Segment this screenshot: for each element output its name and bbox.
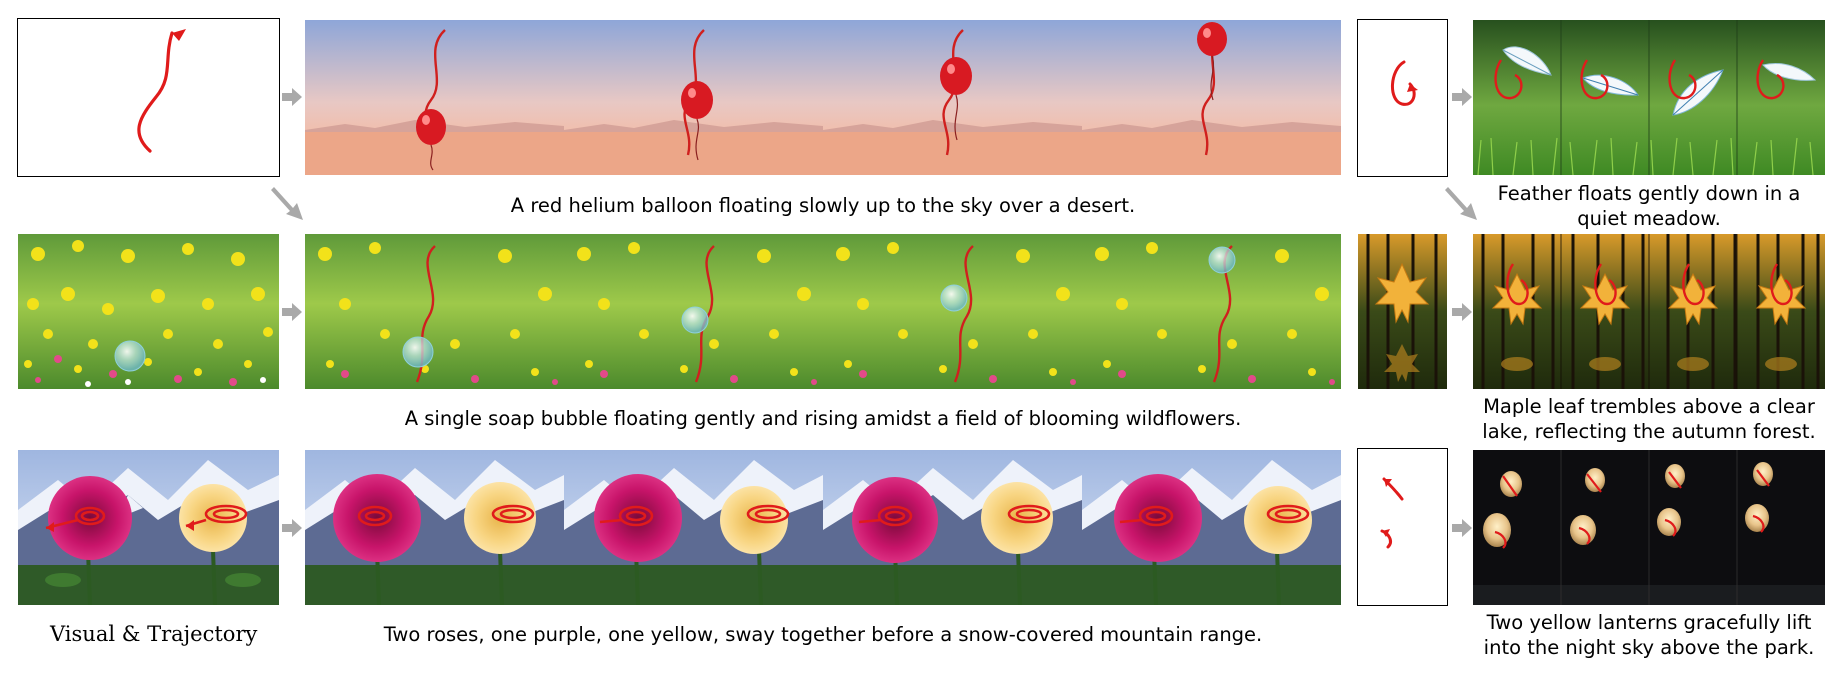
arrow-right-icon [281, 87, 303, 107]
arrow-right-icon [1451, 302, 1473, 322]
lanterns-caption: Two yellow lanterns gracefully lift into… [1483, 611, 1815, 659]
bubble-caption: A single soap bubble floating gently and… [404, 407, 1242, 430]
bubble-frame-2 [564, 234, 823, 389]
balloon-frame-3 [823, 20, 1082, 175]
arrow-diagonal-icon [271, 183, 307, 223]
arrow-right-icon [281, 518, 303, 538]
lanterns-frame-strip [1473, 450, 1825, 605]
feather-trajectory-panel [1357, 19, 1448, 177]
balloon-trajectory-curve [137, 29, 186, 153]
maple-visual-image [1358, 234, 1447, 389]
arrow-right-icon [281, 302, 303, 322]
roses-visual-image [18, 450, 279, 605]
bubble-frame-strip [305, 234, 1341, 389]
lanterns-trajectory-curve [1380, 477, 1404, 549]
feather-frame-strip [1473, 20, 1825, 176]
arrow-diagonal-icon [1445, 183, 1481, 223]
balloon-frame-4 [1082, 20, 1341, 175]
balloon-frame-2 [564, 20, 823, 175]
roses-frame-1 [305, 450, 564, 605]
balloon-frame-strip [305, 20, 1341, 175]
roses-frame-strip [305, 450, 1341, 605]
lanterns-trajectory-panel [1357, 448, 1448, 606]
bubble-frame-1 [305, 234, 564, 389]
balloon-caption: A red helium balloon floating slowly up … [510, 194, 1136, 217]
balloon-trajectory-panel [17, 18, 280, 177]
feather-trajectory-curve [1391, 60, 1418, 106]
maple-frame-strip [1473, 234, 1825, 389]
roses-frame-2 [564, 450, 823, 605]
arrow-right-icon [1451, 518, 1473, 538]
feather-caption: Feather floats gently down in a quiet me… [1497, 182, 1801, 230]
roses-caption: Two roses, one purple, one yellow, sway … [383, 623, 1263, 646]
maple-caption: Maple leaf trembles above a clear lake, … [1482, 395, 1816, 443]
roses-frame-4 [1082, 450, 1341, 605]
visual-trajectory-label: Visual & Trajectory [50, 622, 258, 646]
arrow-right-icon [1451, 87, 1473, 107]
bubble-frame-3 [823, 234, 1082, 389]
bubble-visual-image [18, 234, 279, 389]
balloon-frame-1 [305, 20, 564, 175]
bubble-frame-4 [1082, 234, 1341, 389]
roses-frame-3 [823, 450, 1082, 605]
